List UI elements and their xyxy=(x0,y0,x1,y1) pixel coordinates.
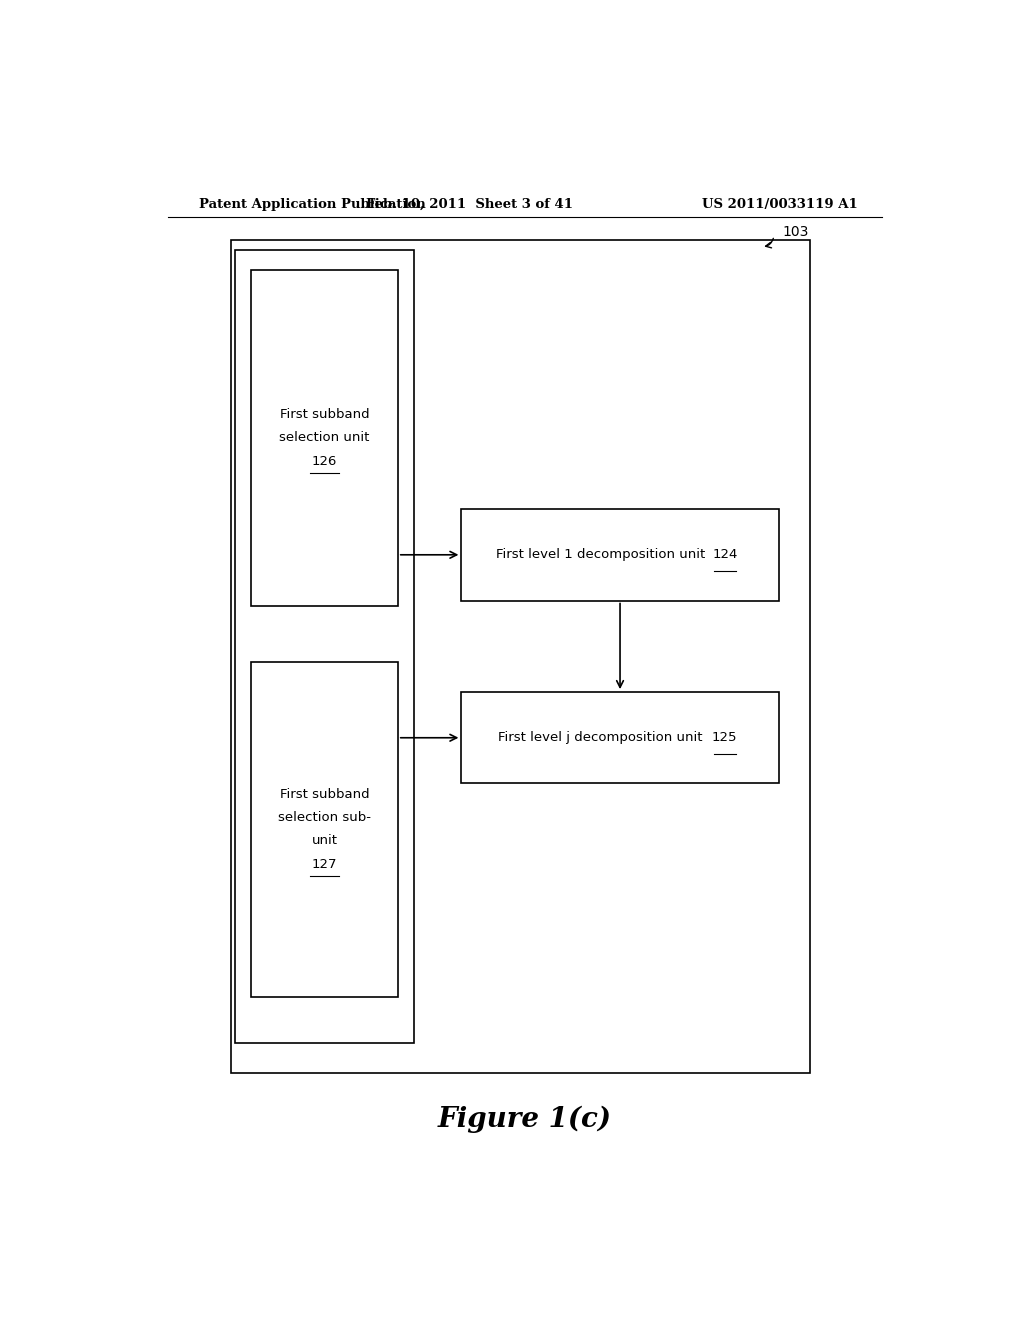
Text: 126: 126 xyxy=(311,455,337,467)
Text: selection unit: selection unit xyxy=(280,432,370,445)
Text: Patent Application Publication: Patent Application Publication xyxy=(200,198,426,211)
Text: 124: 124 xyxy=(712,548,737,561)
FancyBboxPatch shape xyxy=(251,661,397,997)
Text: First subband: First subband xyxy=(280,408,370,421)
Text: 103: 103 xyxy=(782,224,809,239)
FancyBboxPatch shape xyxy=(236,249,414,1043)
Text: First subband: First subband xyxy=(280,788,370,801)
Text: 127: 127 xyxy=(311,858,337,871)
Text: First level 1 decomposition unit: First level 1 decomposition unit xyxy=(496,548,705,561)
Text: Figure 1(c): Figure 1(c) xyxy=(438,1105,611,1133)
FancyBboxPatch shape xyxy=(231,240,811,1073)
Text: unit: unit xyxy=(311,834,338,847)
Text: 125: 125 xyxy=(712,731,737,744)
Text: selection sub-: selection sub- xyxy=(278,810,371,824)
FancyBboxPatch shape xyxy=(251,271,397,606)
Text: First level j decomposition unit: First level j decomposition unit xyxy=(498,731,702,744)
Text: US 2011/0033119 A1: US 2011/0033119 A1 xyxy=(702,198,858,211)
FancyBboxPatch shape xyxy=(461,510,779,601)
FancyBboxPatch shape xyxy=(461,692,779,784)
Text: Feb. 10, 2011  Sheet 3 of 41: Feb. 10, 2011 Sheet 3 of 41 xyxy=(366,198,572,211)
